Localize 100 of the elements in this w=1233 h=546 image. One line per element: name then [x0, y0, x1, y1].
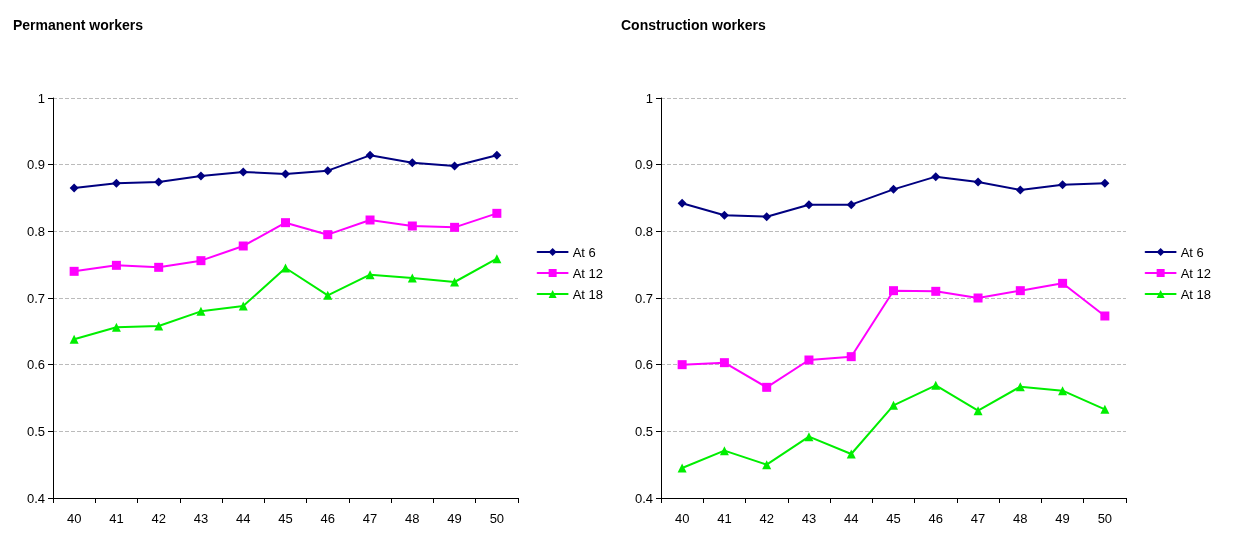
point — [973, 177, 983, 187]
y-tick-label: 0.8 — [26, 223, 45, 239]
point — [407, 221, 417, 231]
x-tick-label: 41 — [109, 511, 124, 526]
point — [719, 358, 729, 368]
point — [492, 254, 502, 264]
x-tick-label: 49 — [1055, 511, 1070, 526]
point — [846, 352, 856, 362]
point — [111, 322, 121, 332]
point — [677, 198, 687, 208]
x-tick-label: 44 — [235, 511, 251, 526]
x-tick-label: 40 — [674, 511, 690, 526]
point — [111, 178, 121, 188]
point — [889, 184, 898, 194]
x-tick-label: 47 — [970, 511, 986, 526]
point — [111, 260, 121, 270]
chart-title: Construction workers — [621, 17, 766, 33]
point — [719, 446, 729, 456]
point — [762, 460, 772, 470]
point — [281, 169, 290, 179]
x-tick-label: 50 — [489, 511, 505, 526]
point — [196, 256, 206, 266]
point — [846, 449, 856, 459]
point — [281, 218, 290, 228]
point — [196, 306, 206, 316]
legend-label: At 18 — [572, 286, 603, 302]
point — [973, 293, 983, 303]
y-tick-label: 1 — [37, 90, 45, 106]
point — [1015, 185, 1025, 195]
point — [1015, 286, 1025, 296]
point — [1058, 278, 1068, 288]
point — [238, 301, 248, 311]
point — [1100, 311, 1110, 321]
y-tick-label: 0.6 — [26, 357, 45, 373]
y-tick-label: 0.9 — [26, 157, 45, 173]
point — [365, 150, 375, 160]
x-tick-label: 49 — [447, 511, 462, 526]
point — [677, 360, 687, 370]
y-tick-label: 0.7 — [634, 290, 653, 306]
point — [719, 210, 729, 220]
legend-label: At 18 — [1180, 286, 1211, 302]
legend-label: At 6 — [572, 244, 596, 260]
point — [931, 380, 941, 390]
point — [238, 167, 248, 177]
point — [450, 161, 460, 171]
y-tick-label: 0.5 — [26, 423, 45, 439]
point — [323, 230, 333, 240]
point — [365, 215, 375, 225]
x-tick-label: 40 — [66, 511, 82, 526]
x-tick-label: 45 — [886, 511, 901, 526]
point — [1058, 180, 1068, 190]
point — [323, 290, 333, 300]
point — [407, 158, 417, 168]
x-tick-label: 48 — [1013, 511, 1028, 526]
point — [931, 172, 941, 182]
point — [889, 400, 898, 410]
y-tick-label: 0.5 — [634, 423, 653, 439]
x-tick-label: 44 — [843, 511, 859, 526]
x-tick-label: 43 — [193, 511, 209, 526]
point — [492, 208, 502, 218]
point — [889, 286, 898, 296]
point — [196, 171, 206, 181]
point — [154, 321, 164, 331]
x-tick-label: 46 — [320, 511, 336, 526]
x-tick-label: 50 — [1097, 511, 1113, 526]
legend-label: At 12 — [572, 265, 603, 281]
point — [804, 432, 814, 442]
point — [492, 150, 502, 160]
point — [281, 263, 290, 273]
point — [973, 406, 983, 416]
chart-title: Permanent workers — [13, 17, 144, 33]
point — [154, 262, 164, 272]
y-tick-label: 0.6 — [634, 357, 653, 373]
point — [1058, 386, 1068, 396]
point — [762, 382, 772, 392]
point — [365, 270, 375, 280]
point — [450, 222, 460, 232]
point — [154, 177, 164, 187]
point — [1100, 178, 1110, 188]
x-tick-label: 46 — [928, 511, 944, 526]
point — [69, 334, 79, 344]
point — [804, 200, 814, 210]
x-tick-label: 45 — [278, 511, 293, 526]
point — [1100, 404, 1110, 414]
point — [407, 273, 417, 283]
point — [238, 241, 248, 251]
x-tick-label: 43 — [801, 511, 817, 526]
y-tick-label: 0.4 — [634, 490, 653, 506]
x-tick-label: 41 — [717, 511, 732, 526]
legend-label: At 12 — [1180, 265, 1211, 281]
point — [762, 212, 772, 222]
point — [323, 166, 333, 176]
point — [69, 266, 79, 276]
point — [450, 277, 460, 287]
x-tick-label: 42 — [151, 511, 166, 526]
point — [804, 355, 814, 365]
point — [931, 286, 941, 296]
y-tick-label: 0.8 — [634, 223, 653, 239]
point — [846, 200, 856, 210]
y-tick-label: 0.4 — [26, 490, 45, 506]
